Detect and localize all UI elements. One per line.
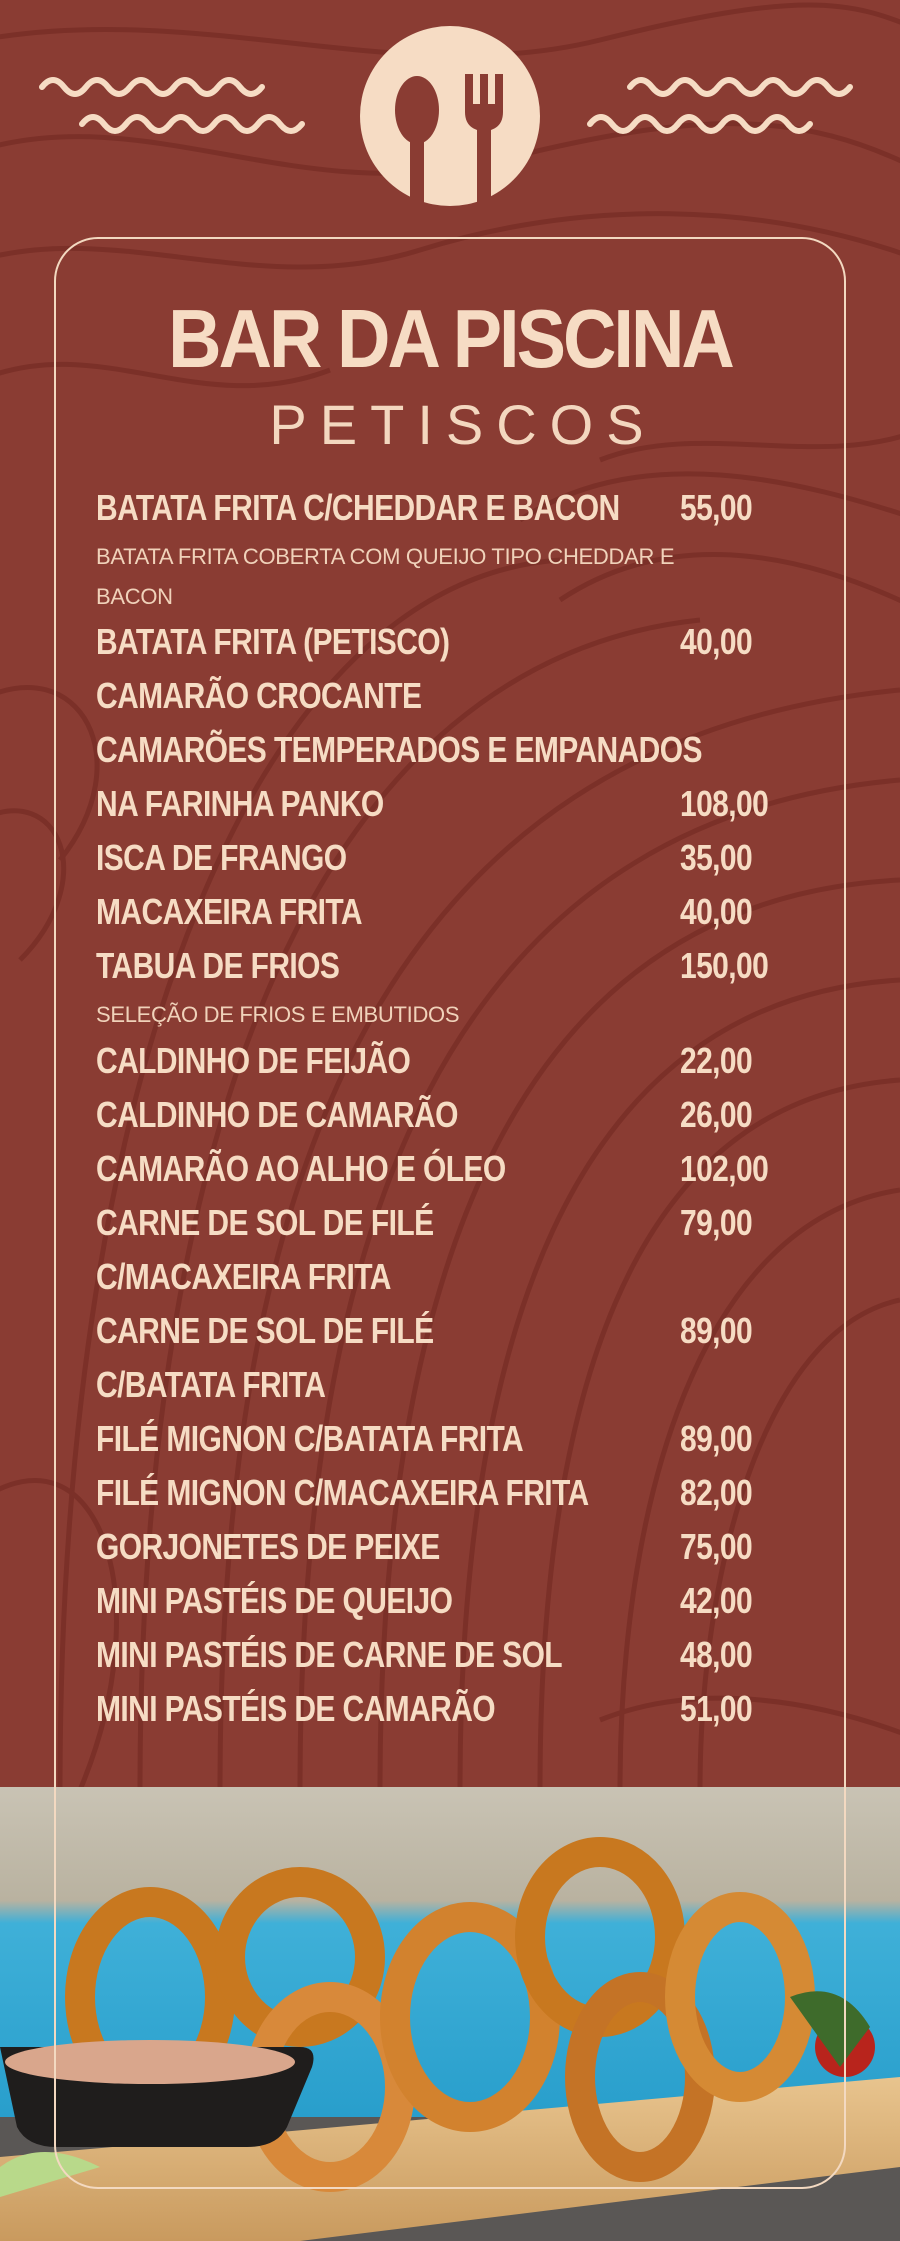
menu-item: C/BATATA FRITA (96, 1359, 816, 1413)
page-subtitle: PETISCOS (269, 393, 657, 456)
menu-item-name: FILÉ MIGNON C/MACAXEIRA FRITA (96, 1473, 589, 1514)
page-title: BAR DA PISCINA (168, 291, 735, 385)
menu-item: ISCA DE FRANGO 35,00 (96, 832, 816, 886)
menu-item-name: CAMARÃO CROCANTE (96, 676, 422, 717)
menu-item-price: 108,00 (680, 784, 769, 825)
menu-item-description: BATATA FRITA COBERTA COM QUEIJO TIPO CHE… (96, 544, 675, 569)
menu-item-name: FILÉ MIGNON C/BATATA FRITA (96, 1419, 524, 1460)
menu-item-name: CARNE DE SOL DE FILÉ (96, 1203, 434, 1244)
menu-item: CALDINHO DE CAMARÃO 26,00 (96, 1089, 816, 1143)
menu-item-price: 75,00 (680, 1527, 753, 1568)
menu-item: MINI PASTÉIS DE CARNE DE SOL 48,00 (96, 1629, 816, 1683)
menu-item: CAMARÃO AO ALHO E ÓLEO 102,00 (96, 1143, 816, 1197)
menu-item-name: CALDINHO DE CAMARÃO (96, 1095, 459, 1136)
menu-item-name: BATATA FRITA C/CHEDDAR E BACON (96, 488, 620, 529)
menu-item: CALDINHO DE FEIJÃO 22,00 (96, 1035, 816, 1089)
menu-item-name: ISCA DE FRANGO (96, 838, 347, 879)
menu-item: BATATA FRITA (PETISCO) 40,00 (96, 616, 816, 670)
menu-item: MINI PASTÉIS DE QUEIJO 42,00 (96, 1575, 816, 1629)
menu-item-price: 55,00 (680, 488, 753, 529)
menu-list: BATATA FRITA C/CHEDDAR E BACON 55,00 BATAT… (96, 482, 816, 1737)
wave-ornament-left (39, 77, 305, 134)
menu-item-name: C/BATATA FRITA (96, 1365, 326, 1406)
menu-item-name: NA FARINHA PANKO (96, 784, 384, 825)
menu-item-price: 82,00 (680, 1473, 753, 1514)
menu-item-name: TABUA DE FRIOS (96, 946, 340, 987)
menu-item: C/MACAXEIRA FRITA (96, 1251, 816, 1305)
menu-item-price: 89,00 (680, 1311, 753, 1352)
menu-item-name: CAMARÃO AO ALHO E ÓLEO (96, 1149, 506, 1190)
menu-item-name: CALDINHO DE FEIJÃO (96, 1041, 411, 1082)
menu-item-name: MINI PASTÉIS DE CAMARÃO (96, 1689, 496, 1730)
wave-pattern-background (0, 2, 900, 1790)
menu-item-name: C/MACAXEIRA FRITA (96, 1257, 391, 1298)
menu-item-description: BACON (96, 584, 173, 609)
menu-item-name: CARNE DE SOL DE FILÉ (96, 1311, 434, 1352)
menu-item: TABUA DE FRIOS 150,00 (96, 940, 816, 994)
spoon-fork-icon (360, 26, 540, 210)
food-photo (0, 1787, 900, 2241)
menu-item: GORJONETES DE PEIXE 75,00 (96, 1521, 816, 1575)
header-decoration (39, 26, 853, 210)
menu-item: CAMARÕES TEMPERADOS E EMPANADOS (96, 724, 816, 778)
menu-item-price: 42,00 (680, 1581, 753, 1622)
menu-item: NA FARINHA PANKO 108,00 (96, 778, 816, 832)
menu-item-name: MINI PASTÉIS DE QUEIJO (96, 1581, 453, 1622)
wave-ornament-right (587, 77, 853, 134)
menu-item-name: BATATA FRITA (PETISCO) (96, 622, 450, 663)
menu-item-price: 48,00 (680, 1635, 753, 1676)
menu-item: MACAXEIRA FRITA 40,00 (96, 886, 816, 940)
menu-item-price: 79,00 (680, 1203, 753, 1244)
menu-item-name: MACAXEIRA FRITA (96, 892, 363, 933)
menu-item-price: 102,00 (680, 1149, 769, 1190)
menu-item-price: 40,00 (680, 622, 753, 663)
menu-item-price: 35,00 (680, 838, 753, 879)
menu-item: CARNE DE SOL DE FILÉ 89,00 (96, 1305, 816, 1359)
menu-item: CAMARÃO CROCANTE (96, 670, 816, 724)
menu-item-price: 40,00 (680, 892, 753, 933)
menu-item: FILÉ MIGNON C/MACAXEIRA FRITA 82,00 (96, 1467, 816, 1521)
menu-item-name: MINI PASTÉIS DE CARNE DE SOL (96, 1635, 563, 1676)
menu-item-price: 26,00 (680, 1095, 753, 1136)
menu-item-price: 150,00 (680, 946, 769, 987)
menu-item-price: 51,00 (680, 1689, 753, 1730)
menu-item-price: 22,00 (680, 1041, 753, 1082)
menu-item: MINI PASTÉIS DE CAMARÃO 51,00 (96, 1683, 816, 1737)
menu-item: FILÉ MIGNON C/BATATA FRITA 89,00 (96, 1413, 816, 1467)
menu-item: BATATA FRITA C/CHEDDAR E BACON 55,00 (96, 482, 816, 536)
menu-item-description: SELEÇÃO DE FRIOS E EMBUTIDOS (96, 1002, 460, 1027)
menu-item-price: 89,00 (680, 1419, 753, 1460)
menu-item-name: GORJONETES DE PEIXE (96, 1527, 440, 1568)
menu-item: CARNE DE SOL DE FILÉ 79,00 (96, 1197, 816, 1251)
menu-item-name: CAMARÕES TEMPERADOS E EMPANADOS (96, 730, 703, 771)
